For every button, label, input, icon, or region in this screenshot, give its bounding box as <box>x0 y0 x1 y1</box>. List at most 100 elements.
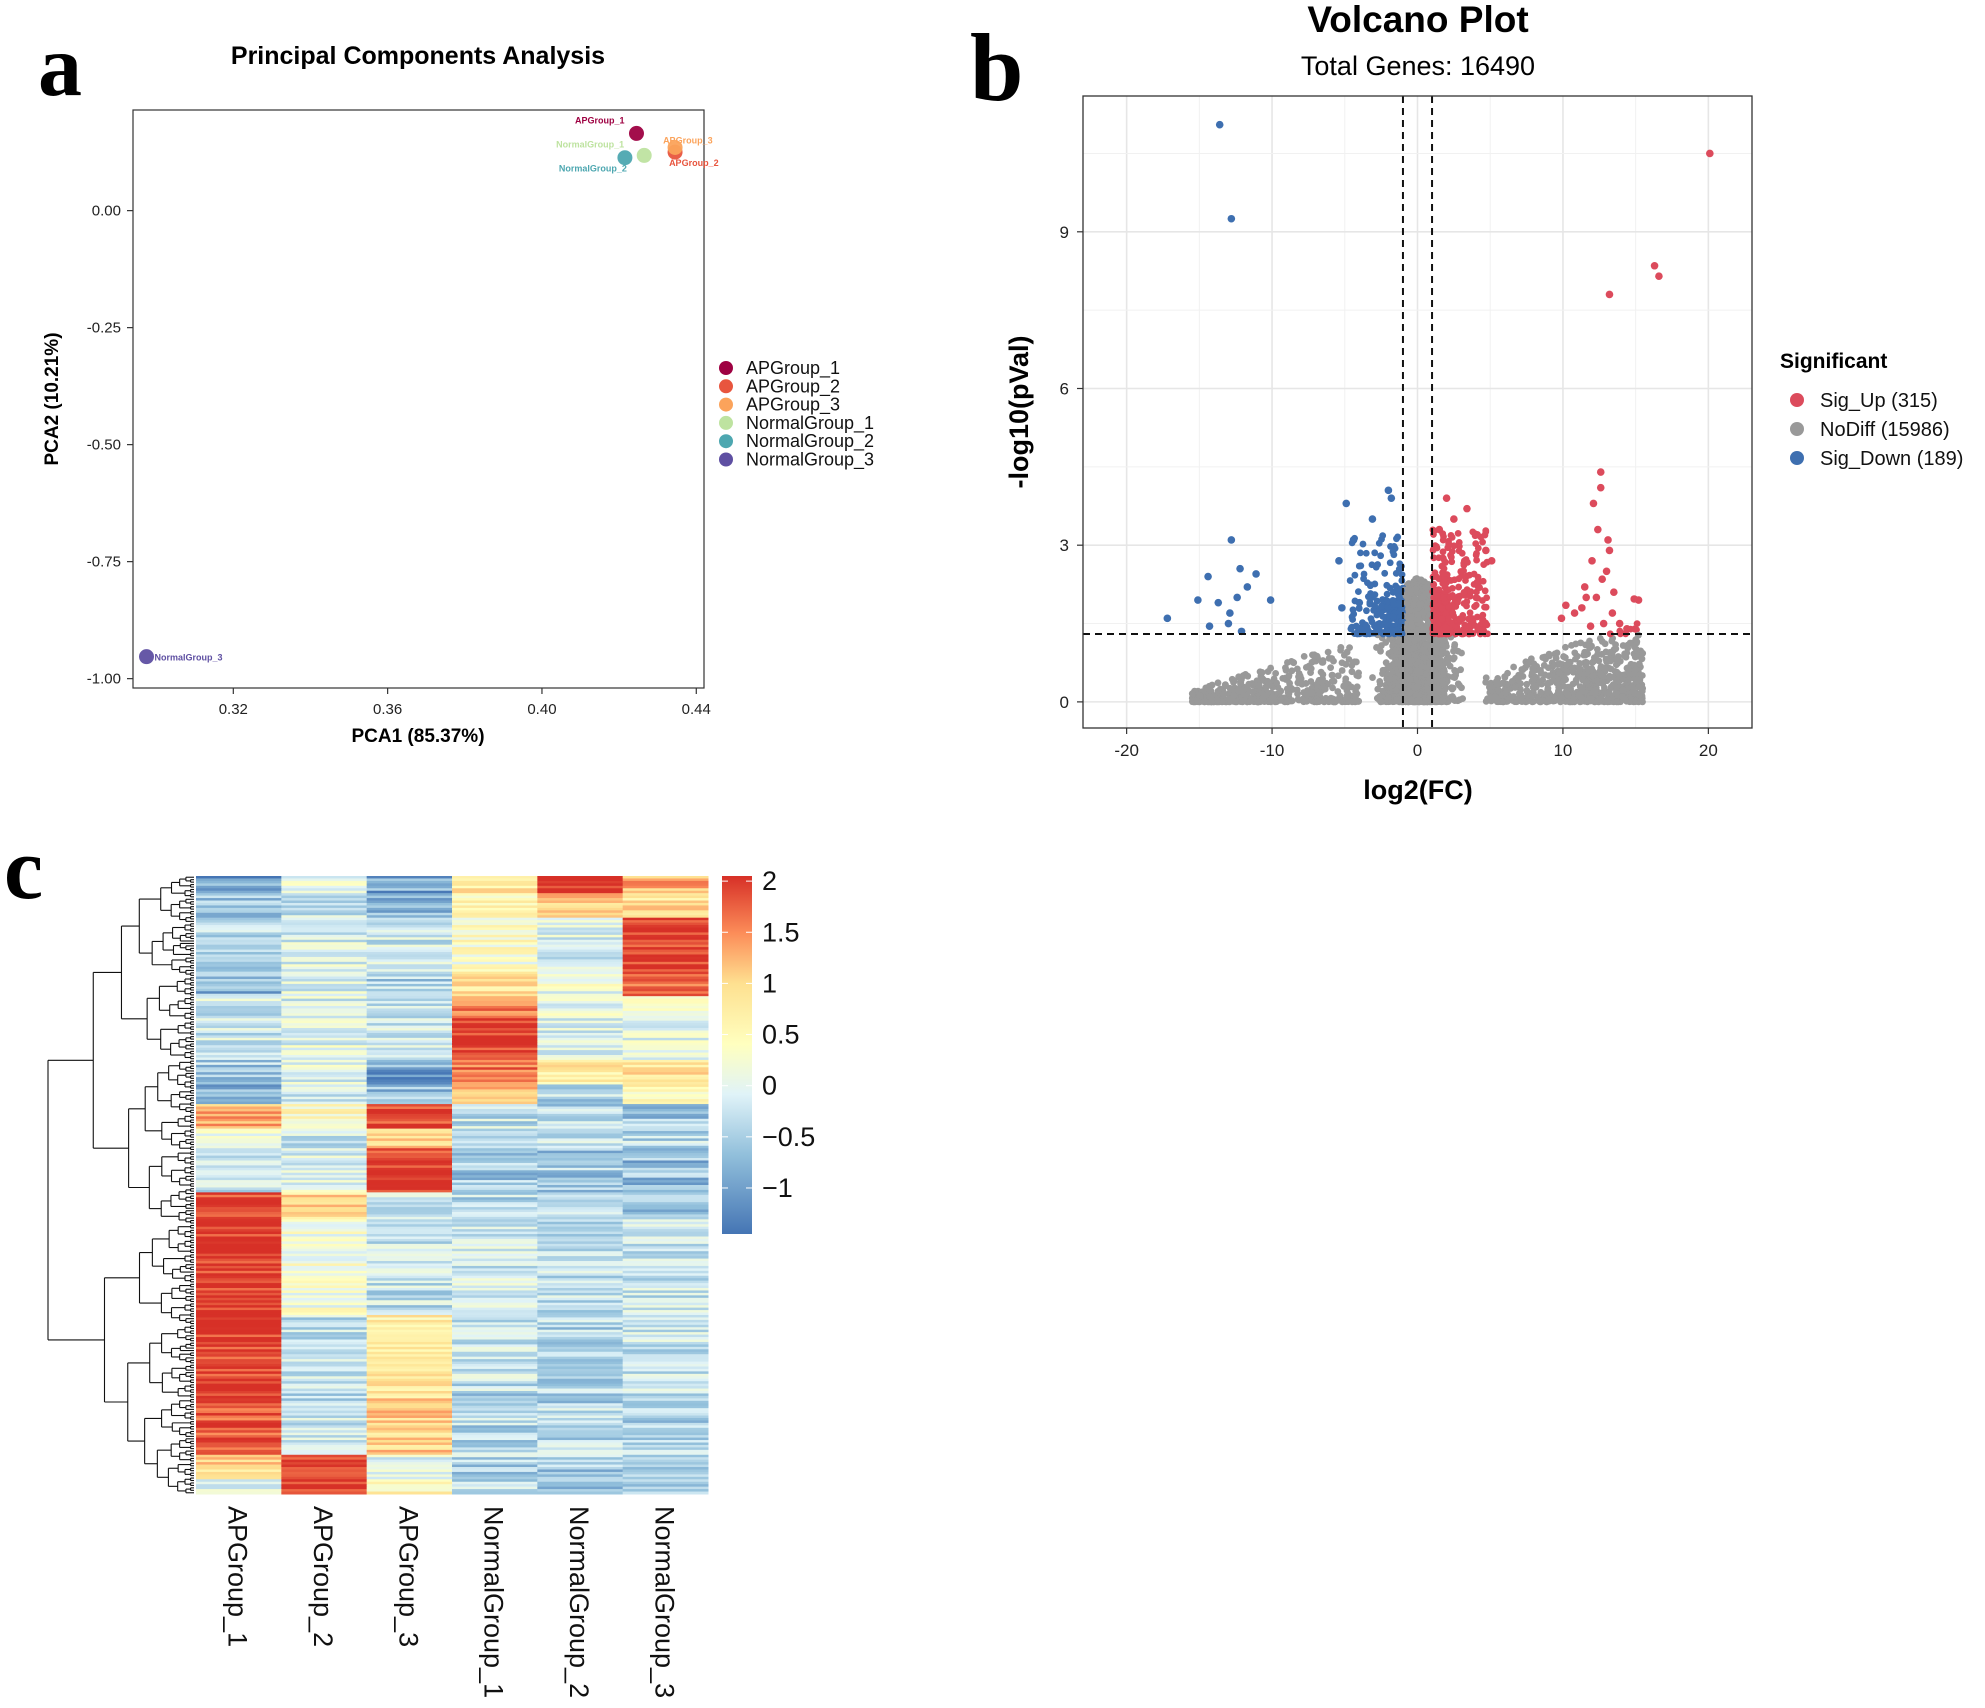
heatmap-cell <box>281 1194 368 1198</box>
volcano-point-up <box>1634 596 1643 604</box>
heatmap-cell <box>452 1288 538 1291</box>
heatmap-cell <box>622 1283 709 1287</box>
heatmap-cell <box>622 991 709 995</box>
volcano-legend-label: Sig_Down (189) <box>1820 448 1963 470</box>
heatmap-cell <box>537 1030 624 1034</box>
heatmap-cell <box>366 1224 453 1228</box>
heatmap-cell <box>281 964 368 968</box>
heatmap-cell <box>622 1121 709 1125</box>
volcano-point <box>1624 664 1632 672</box>
heatmap-cell <box>537 1050 624 1054</box>
heatmap-cell <box>366 907 453 911</box>
heatmap-cell <box>366 976 453 980</box>
volcano-x-tick-label: -20 <box>1114 741 1139 760</box>
heatmap-cell <box>196 1111 282 1115</box>
heatmap-cell <box>196 1001 282 1005</box>
volcano-point <box>1604 698 1612 706</box>
heatmap-cell <box>452 993 538 997</box>
heatmap-cell <box>281 1155 368 1159</box>
volcano-point-down <box>1342 499 1351 508</box>
heatmap-cell <box>281 1084 368 1088</box>
volcano-point-up <box>1598 575 1607 583</box>
heatmap-cell <box>452 1131 538 1134</box>
volcano-point <box>1467 588 1475 596</box>
heatmap-cell <box>452 880 538 884</box>
volcano-point <box>1377 698 1385 706</box>
volcano-point <box>1246 698 1254 706</box>
heatmap-cell <box>366 1231 453 1235</box>
pca-point-apgroup_1 <box>628 125 644 141</box>
volcano-point-down <box>1236 564 1244 573</box>
volcano-point <box>1631 625 1638 633</box>
heatmap-cell <box>537 1216 624 1220</box>
heatmap-cell <box>366 1253 453 1257</box>
heatmap-cell <box>622 1234 709 1237</box>
heatmap-cell <box>196 1145 282 1149</box>
heatmap-cell <box>452 1231 538 1235</box>
volcano-point <box>1362 549 1370 557</box>
heatmap-cell <box>622 915 709 919</box>
heatmap-cell <box>196 1042 282 1046</box>
heatmap-cell <box>622 1172 709 1176</box>
heatmap-cell <box>537 1082 624 1085</box>
volcano-point-down <box>1227 214 1236 223</box>
heatmap-cell <box>281 1165 368 1169</box>
heatmap-cell <box>366 1167 453 1171</box>
heatmap-cell <box>452 1052 538 1056</box>
heatmap-cell <box>281 1219 368 1223</box>
heatmap-cell <box>622 1248 709 1252</box>
heatmap-cell <box>452 1275 538 1279</box>
volcano-point <box>1458 549 1466 557</box>
heatmap-cell <box>452 1226 538 1230</box>
heatmap-cell <box>622 934 709 938</box>
heatmap-cell <box>281 976 368 980</box>
heatmap-cell <box>366 1067 453 1071</box>
volcano-point <box>1389 627 1396 634</box>
volcano-point <box>1451 667 1458 674</box>
heatmap-cell <box>196 1185 282 1188</box>
heatmap-cell <box>622 1270 709 1274</box>
heatmap-cell <box>196 1025 282 1029</box>
heatmap-cell <box>281 1238 368 1242</box>
heatmap-cell <box>452 1082 538 1085</box>
heatmap-cell <box>537 1118 624 1122</box>
volcano-point <box>1340 651 1348 659</box>
volcano-point-down <box>1338 604 1346 612</box>
volcano-point <box>1363 630 1370 638</box>
heatmap-cell <box>281 898 368 902</box>
heatmap-cell <box>196 1162 282 1166</box>
volcano-point <box>1420 654 1428 662</box>
volcano-point <box>1384 620 1392 628</box>
heatmap-cell <box>622 1246 709 1250</box>
heatmap-cell <box>622 1278 709 1282</box>
heatmap-cell <box>196 1094 282 1098</box>
heatmap-cell <box>452 1062 538 1066</box>
heatmap-cell <box>622 1285 709 1289</box>
heatmap-cell <box>366 1057 453 1061</box>
pca-plot-frame <box>132 109 705 689</box>
heatmap-cell <box>281 1035 368 1039</box>
heatmap-cell <box>622 1280 709 1284</box>
volcano-point <box>1537 669 1545 677</box>
heatmap-cell <box>281 1079 368 1083</box>
heatmap-cell <box>281 1283 368 1287</box>
heatmap-cell <box>366 893 453 897</box>
heatmap-cell <box>452 1047 538 1051</box>
volcano-point <box>1383 581 1391 589</box>
heatmap-cell <box>281 922 368 926</box>
heatmap-cell <box>366 917 453 921</box>
heatmap-cell <box>537 1035 624 1039</box>
heatmap-cell <box>452 1248 538 1252</box>
heatmap-cell <box>622 1253 709 1257</box>
volcano-y-label: -log10(pVal) <box>1004 335 1034 488</box>
heatmap-cell <box>537 1126 624 1130</box>
volcano-point-down <box>1204 572 1212 581</box>
heatmap-cell <box>537 961 624 965</box>
heatmap-cell <box>537 1285 624 1289</box>
heatmap-cell <box>452 1280 538 1284</box>
volcano-point <box>1407 613 1415 621</box>
heatmap-cell <box>537 1064 624 1068</box>
heatmap-cell <box>537 1273 624 1277</box>
volcano-point <box>1563 661 1571 669</box>
heatmap-cell <box>452 937 538 941</box>
